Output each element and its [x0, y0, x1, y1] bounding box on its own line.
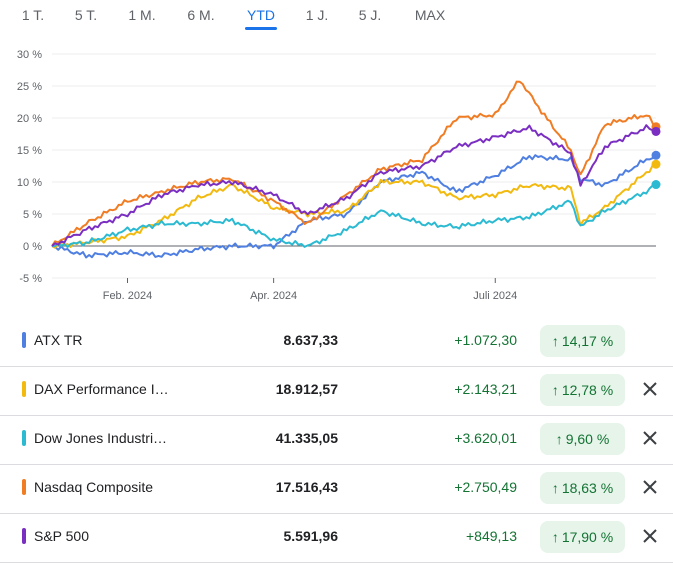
y-tick-label: 10 % — [17, 177, 42, 189]
instrument-price: 41.335,05 — [275, 430, 338, 446]
comparison-chart: 30 % 25 % 20 % 15 % 10 % 5 % 0 % -5 % Feb. 2024 A… — [17, 49, 661, 302]
instrument-price: 5.591,96 — [283, 528, 339, 544]
instrument-price: 8.637,33 — [283, 332, 339, 348]
y-tick-label: 0 % — [23, 241, 42, 253]
x-tick-label: Feb. 2024 — [103, 290, 153, 302]
instrument-price: 18.912,57 — [275, 381, 338, 397]
series-line — [51, 163, 657, 249]
close-icon — [643, 382, 657, 396]
percent-change-badge: ↑ 18,63 % — [540, 472, 625, 504]
remove-comparison-button[interactable] — [638, 426, 662, 450]
series-end-point — [651, 126, 661, 136]
series-line — [51, 183, 657, 248]
x-tick-label: Juli 2024 — [473, 290, 517, 302]
list-item-sp-500[interactable]: S&P 500 5.591,96 +849,13 ↑ 17,90 % — [0, 514, 673, 563]
tab-ytd[interactable]: YTD — [245, 7, 277, 30]
list-item-nasdaq[interactable]: Nasdaq Composite 17.516,43 +2.750,49 ↑ 18… — [0, 465, 673, 514]
arrow-up-icon: ↑ — [551, 333, 559, 349]
series-line — [51, 154, 657, 259]
percent-change-badge: ↑ 12,78 % — [540, 374, 625, 406]
percent-change-badge: ↑ 14,17 % — [540, 325, 625, 357]
series-line — [51, 80, 657, 247]
list-item-dax[interactable]: DAX Performance I… 18.912,57 +2.143,21 ↑… — [0, 367, 673, 416]
percent-change-value: 18,63 % — [561, 480, 614, 496]
arrow-up-icon: ↑ — [555, 431, 563, 447]
tab-1-year[interactable]: 1 J. — [305, 7, 329, 23]
percent-change-badge: ↑ 9,60 % — [540, 423, 625, 455]
percent-change-value: 14,17 % — [561, 333, 614, 349]
tab-1-day[interactable]: 1 T. — [21, 7, 45, 23]
range-tabs: 1 T. 5 T. 1 M. 6 M. YTD 1 J. 5 J. MAX — [0, 0, 673, 32]
instrument-name: Dow Jones Industri… — [34, 430, 168, 446]
tab-6-months[interactable]: 6 M. — [187, 7, 215, 23]
tab-5-years[interactable]: 5 J. — [358, 7, 382, 23]
instrument-change: +1.072,30 — [454, 332, 517, 348]
series-color-swatch — [22, 332, 26, 348]
instrument-change: +849,13 — [466, 528, 517, 544]
series-end-point — [651, 159, 661, 169]
percent-change-badge: ↑ 17,90 % — [540, 521, 625, 553]
y-tick-label: -5 % — [19, 273, 42, 285]
x-tick-label: Apr. 2024 — [250, 290, 297, 302]
arrow-up-icon: ↑ — [551, 529, 559, 545]
y-tick-label: 15 % — [17, 145, 42, 157]
arrow-up-icon: ↑ — [551, 382, 559, 398]
y-tick-label: 20 % — [17, 113, 42, 125]
percent-change-value: 12,78 % — [561, 382, 614, 398]
instrument-name: DAX Performance I… — [34, 381, 169, 397]
close-icon — [643, 529, 657, 543]
instrument-change: +2.143,21 — [454, 381, 517, 397]
y-tick-label: 25 % — [17, 81, 42, 93]
series-color-swatch — [22, 479, 26, 495]
instrument-price: 17.516,43 — [275, 479, 338, 495]
instrument-name: ATX TR — [34, 332, 83, 348]
tab-1-month[interactable]: 1 M. — [128, 7, 156, 23]
tab-max[interactable]: MAX — [414, 7, 446, 23]
instrument-name: S&P 500 — [34, 528, 90, 544]
arrow-up-icon: ↑ — [551, 480, 559, 496]
y-tick-label: 30 % — [17, 49, 42, 61]
instrument-name: Nasdaq Composite — [34, 479, 154, 495]
series-color-swatch — [22, 528, 26, 544]
y-tick-label: 5 % — [23, 209, 42, 221]
list-item-dow-jones[interactable]: Dow Jones Industri… 41.335,05 +3.620,01 … — [0, 416, 673, 465]
percent-change-value: 17,90 % — [561, 529, 614, 545]
comparison-list: ATX TR 8.637,33 +1.072,30 ↑ 14,17 % DAX P… — [0, 318, 673, 563]
remove-comparison-button[interactable] — [638, 524, 662, 548]
remove-comparison-button[interactable] — [638, 377, 662, 401]
close-icon — [643, 480, 657, 494]
series-end-point — [651, 150, 661, 160]
percent-change-value: 9,60 % — [565, 431, 610, 447]
series-line — [51, 124, 657, 247]
list-item-atx-tr[interactable]: ATX TR 8.637,33 +1.072,30 ↑ 14,17 % — [0, 318, 673, 367]
tab-5-days[interactable]: 5 T. — [74, 7, 98, 23]
series-color-swatch — [22, 430, 26, 446]
series-end-point — [651, 180, 661, 190]
close-icon — [643, 431, 657, 445]
instrument-change: +3.620,01 — [454, 430, 517, 446]
instrument-change: +2.750,49 — [454, 479, 517, 495]
remove-comparison-button[interactable] — [638, 475, 662, 499]
series-color-swatch — [22, 381, 26, 397]
